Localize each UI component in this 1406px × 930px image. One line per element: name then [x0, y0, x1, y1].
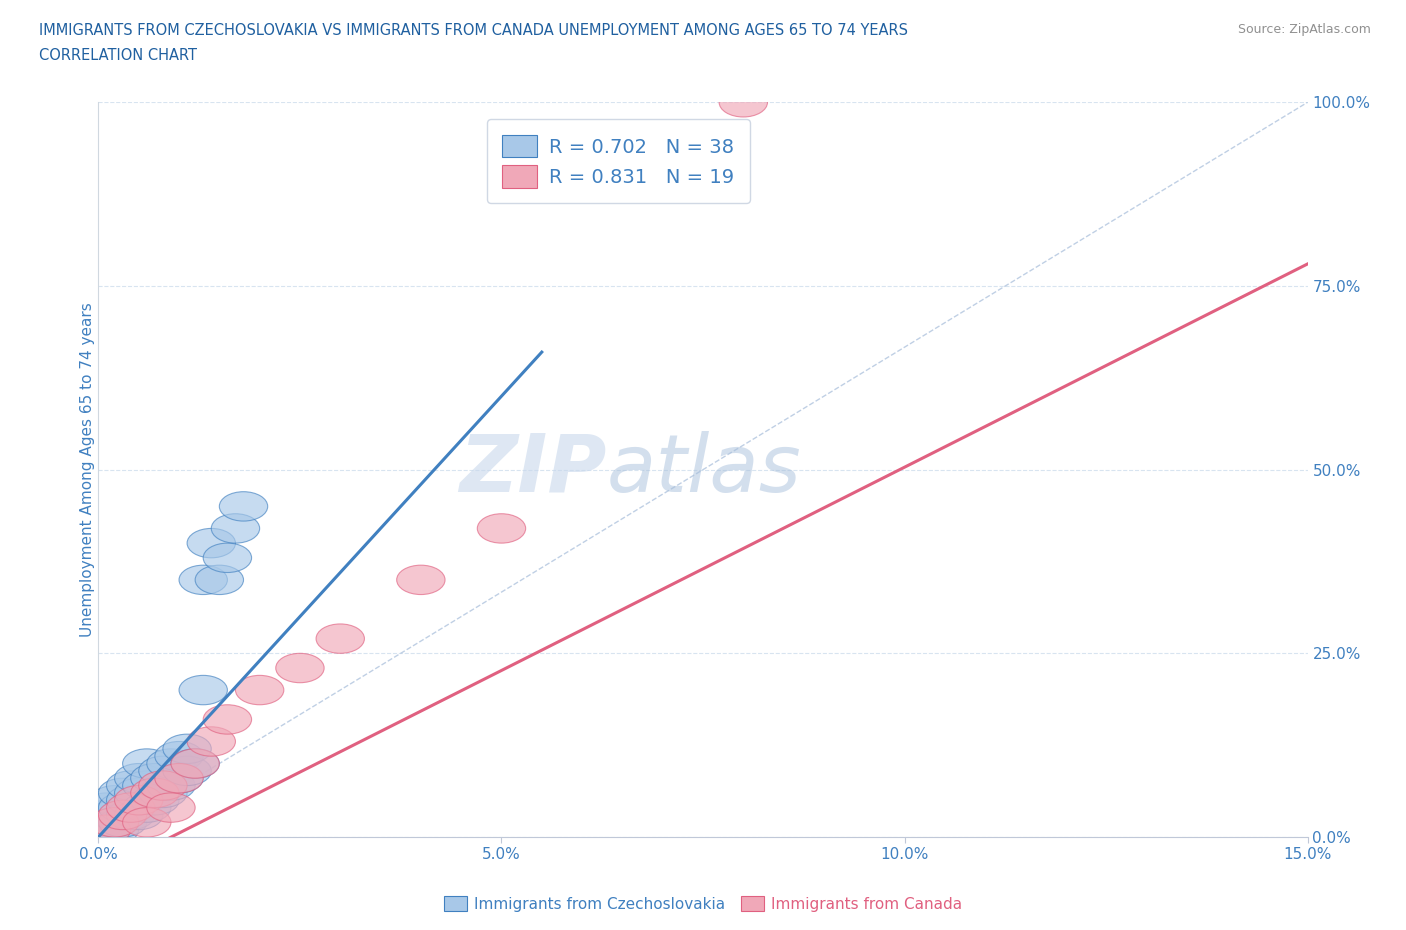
- Text: atlas: atlas: [606, 431, 801, 509]
- Ellipse shape: [122, 807, 172, 837]
- Ellipse shape: [172, 749, 219, 778]
- Ellipse shape: [163, 734, 211, 764]
- Ellipse shape: [163, 756, 211, 786]
- Ellipse shape: [718, 87, 768, 117]
- Legend: R = 0.702   N = 38, R = 0.831   N = 19: R = 0.702 N = 38, R = 0.831 N = 19: [486, 119, 749, 203]
- Ellipse shape: [211, 513, 260, 543]
- Ellipse shape: [235, 675, 284, 705]
- Ellipse shape: [139, 778, 187, 807]
- Text: Source: ZipAtlas.com: Source: ZipAtlas.com: [1237, 23, 1371, 36]
- Ellipse shape: [131, 786, 179, 815]
- Ellipse shape: [90, 807, 139, 837]
- Ellipse shape: [187, 528, 235, 558]
- Ellipse shape: [98, 807, 146, 837]
- Ellipse shape: [107, 771, 155, 800]
- Y-axis label: Unemployment Among Ages 65 to 74 years: Unemployment Among Ages 65 to 74 years: [80, 302, 94, 637]
- Ellipse shape: [179, 675, 228, 705]
- Ellipse shape: [122, 771, 172, 800]
- Ellipse shape: [146, 793, 195, 822]
- Legend: Immigrants from Czechoslovakia, Immigrants from Canada: Immigrants from Czechoslovakia, Immigran…: [437, 889, 969, 918]
- Ellipse shape: [477, 513, 526, 543]
- Ellipse shape: [139, 756, 187, 786]
- Ellipse shape: [114, 800, 163, 830]
- Ellipse shape: [90, 800, 139, 830]
- Ellipse shape: [98, 793, 146, 822]
- Ellipse shape: [146, 771, 195, 800]
- Text: ZIP: ZIP: [458, 431, 606, 509]
- Ellipse shape: [90, 815, 139, 844]
- Ellipse shape: [155, 741, 204, 771]
- Ellipse shape: [179, 565, 228, 594]
- Ellipse shape: [316, 624, 364, 654]
- Ellipse shape: [83, 815, 131, 844]
- Ellipse shape: [204, 543, 252, 573]
- Ellipse shape: [107, 800, 155, 830]
- Ellipse shape: [131, 764, 179, 793]
- Ellipse shape: [139, 771, 187, 800]
- Ellipse shape: [114, 778, 163, 807]
- Ellipse shape: [146, 749, 195, 778]
- Ellipse shape: [122, 793, 172, 822]
- Ellipse shape: [155, 764, 204, 793]
- Ellipse shape: [83, 800, 131, 830]
- Ellipse shape: [122, 749, 172, 778]
- Ellipse shape: [114, 764, 163, 793]
- Text: CORRELATION CHART: CORRELATION CHART: [39, 48, 197, 63]
- Ellipse shape: [276, 653, 325, 683]
- Ellipse shape: [396, 565, 446, 594]
- Ellipse shape: [107, 793, 155, 822]
- Ellipse shape: [204, 705, 252, 734]
- Text: IMMIGRANTS FROM CZECHOSLOVAKIA VS IMMIGRANTS FROM CANADA UNEMPLOYMENT AMONG AGES: IMMIGRANTS FROM CZECHOSLOVAKIA VS IMMIGR…: [39, 23, 908, 38]
- Ellipse shape: [219, 492, 267, 521]
- Ellipse shape: [155, 764, 204, 793]
- Ellipse shape: [195, 565, 243, 594]
- Ellipse shape: [83, 815, 131, 844]
- Ellipse shape: [83, 807, 131, 837]
- Ellipse shape: [90, 786, 139, 815]
- Ellipse shape: [187, 727, 235, 756]
- Ellipse shape: [131, 778, 179, 807]
- Ellipse shape: [98, 778, 146, 807]
- Ellipse shape: [90, 807, 139, 837]
- Ellipse shape: [172, 749, 219, 778]
- Ellipse shape: [98, 800, 146, 830]
- Ellipse shape: [107, 786, 155, 815]
- Ellipse shape: [114, 786, 163, 815]
- Ellipse shape: [83, 793, 131, 822]
